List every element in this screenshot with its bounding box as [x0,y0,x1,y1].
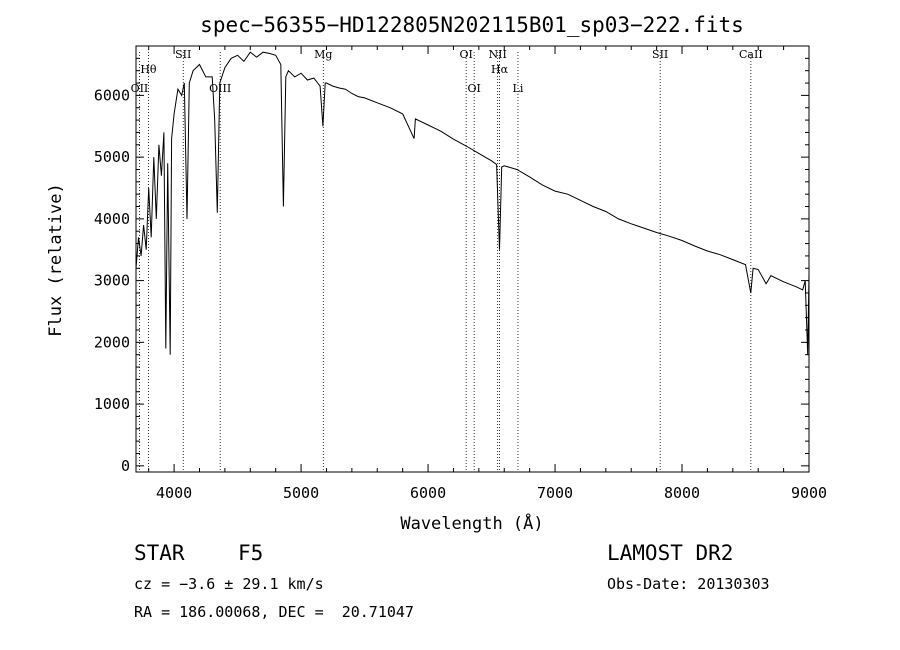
x-tick-label: 6000 [410,484,446,502]
line-marker-label: OII [131,82,149,95]
coordinates-text: RA = 186.00068, DEC = 20.71047 [134,603,414,621]
spectrum-line [135,51,810,355]
y-tick-label: 6000 [94,86,130,104]
redshift-text: cz = −3.6 ± 29.1 km/s [134,575,324,593]
line-marker-label: Mg [314,48,332,61]
survey-name: LAMOST DR2 [607,541,734,565]
obs-date-text: Obs-Date: 20130303 [607,575,770,593]
x-tick-label: 7000 [537,484,573,502]
y-tick-label: 4000 [94,210,130,228]
x-tick-label: 4000 [156,484,192,502]
line-marker-label: Li [513,82,524,95]
x-axis-label: Wavelength (Å) [400,512,543,534]
line-marker-label: NII [488,48,506,61]
line-marker-label: OI [467,82,480,95]
object-type: STAR [134,541,185,565]
y-axis-label: Flux (relative) [46,183,66,337]
y-tick-label: 0 [121,457,130,475]
chart-title: spec−56355−HD122805N202115B01_sp03−222.f… [200,13,744,37]
x-tick-label: 5000 [283,484,319,502]
line-marker-label: SII [175,48,191,61]
x-tick-label: 8000 [664,484,700,502]
line-marker-label: SII [652,48,668,61]
line-marker-label: OI [459,48,472,61]
y-tick-label: 5000 [94,148,130,166]
line-marker-label: Hα [491,63,509,76]
y-tick-label: 3000 [94,272,130,290]
y-tick-label: 2000 [94,333,130,351]
line-marker-label: CaII [739,48,763,61]
subclass: F5 [238,541,264,565]
x-tick-label: 9000 [791,484,827,502]
plot-frame [135,45,810,473]
y-tick-label: 1000 [94,395,130,413]
line-marker-label: Hθ [140,63,157,76]
